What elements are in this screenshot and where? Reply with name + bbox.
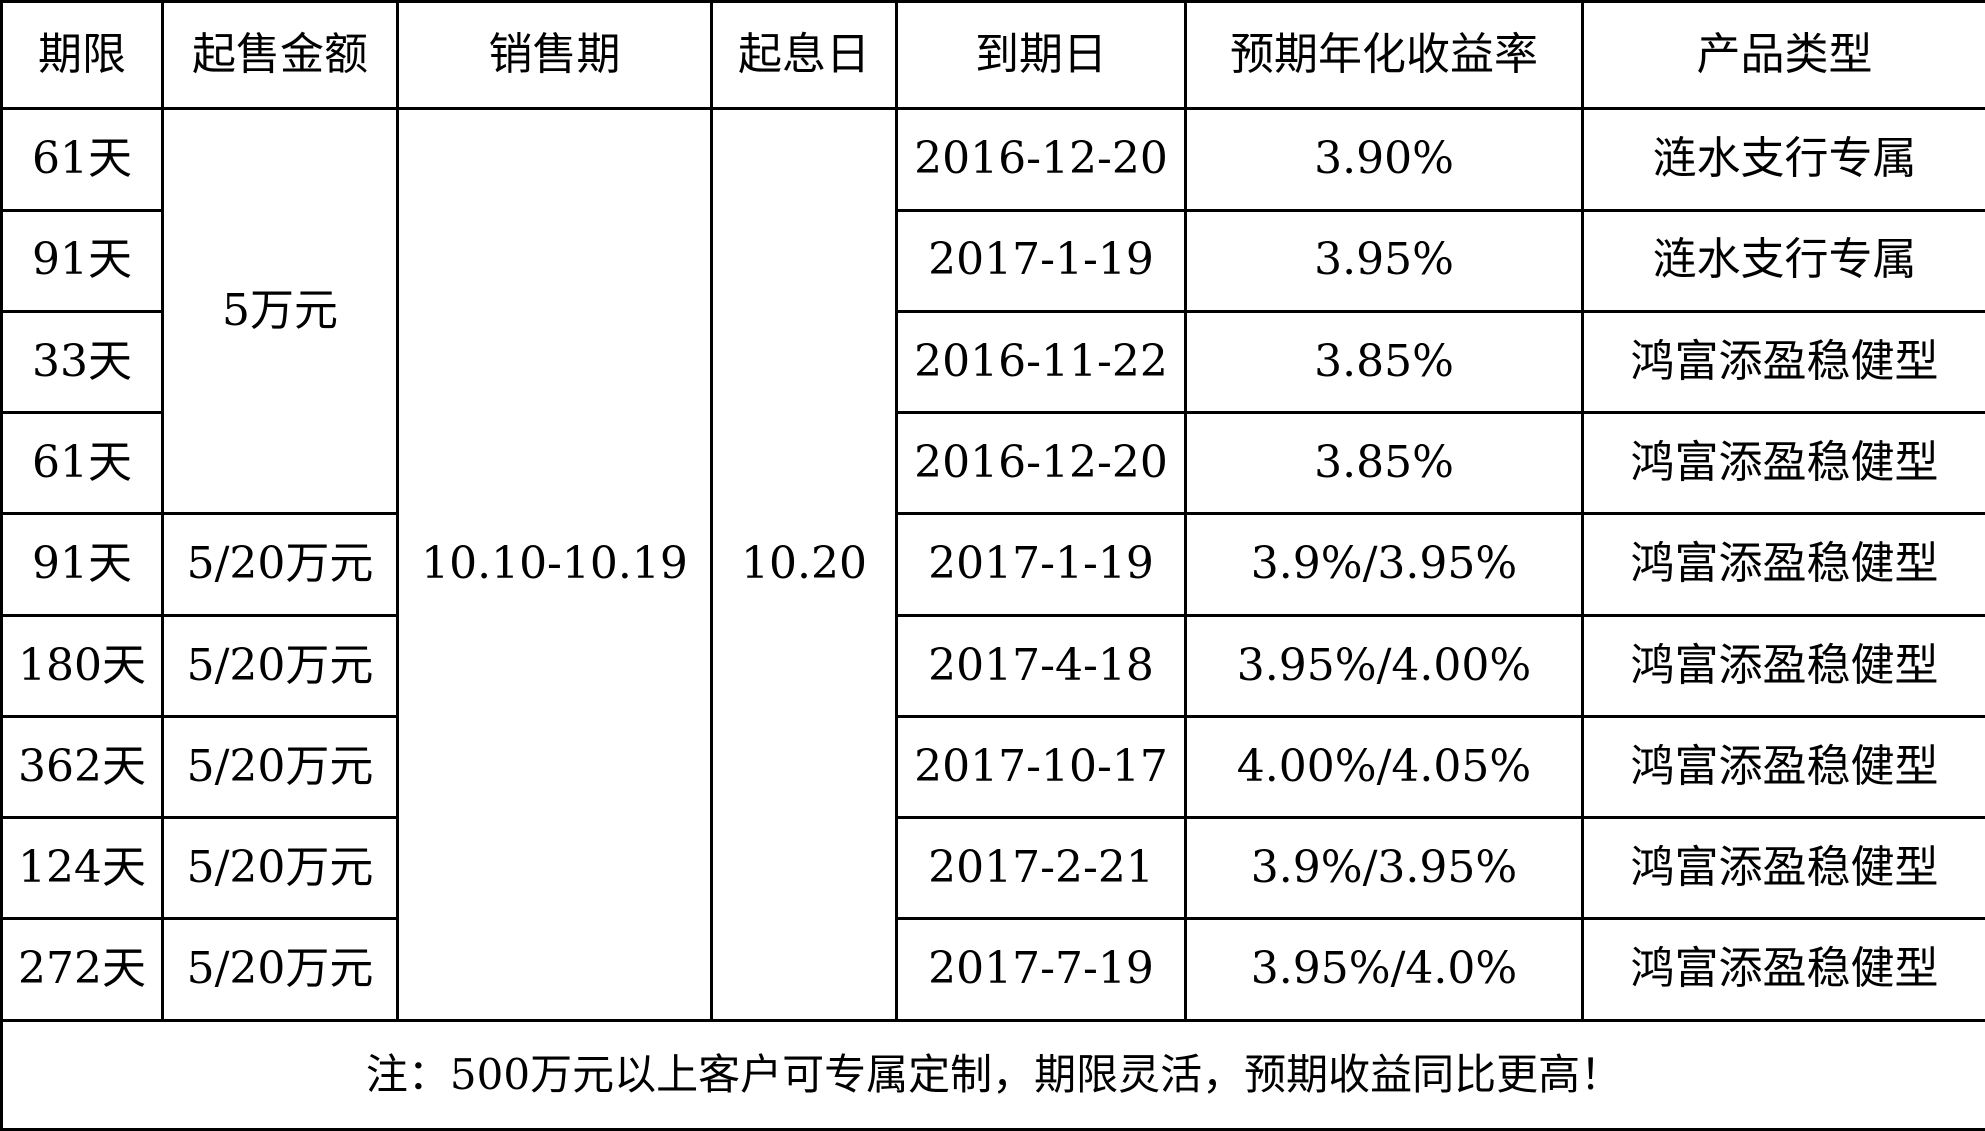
table-row: 61天 2016-12-20 3.85% 鸿富添盈稳健型: [0, 411, 1985, 516]
due-date-cell: 2016-12-20: [895, 107, 1187, 212]
table-header-row: 期限 起售金额 销售期 起息日 到期日 预期年化收益率 产品类型: [0, 0, 1985, 111]
term-cell: 124天: [0, 816, 164, 921]
due-date-cell: 2016-11-22: [895, 309, 1187, 415]
header-start-date: 起息日: [710, 0, 898, 111]
due-date-cell: 2016-12-20: [895, 411, 1187, 516]
header-sale-period: 销售期: [396, 0, 713, 111]
table-row: 91天 5/20万元 2017-1-19 3.9%/3.95% 鸿富添盈稳健型: [0, 512, 1985, 617]
product-type-cell: 鸿富添盈稳健型: [1581, 816, 1985, 921]
rate-cell: 4.00%/4.05%: [1184, 714, 1584, 820]
rate-cell: 3.85%: [1184, 411, 1584, 516]
rate-cell: 3.90%: [1184, 107, 1584, 212]
rate-cell: 3.85%: [1184, 309, 1584, 415]
min-amount-cell: 5/20万元: [161, 714, 399, 820]
min-amount-cell: 5/20万元: [161, 512, 399, 617]
term-cell: 33天: [0, 309, 164, 415]
product-type-cell: 鸿富添盈稳健型: [1581, 309, 1985, 415]
header-product-type: 产品类型: [1581, 0, 1985, 111]
product-type-cell: 鸿富添盈稳健型: [1581, 917, 1985, 1022]
header-due-date: 到期日: [895, 0, 1187, 111]
sale-period-cell: 10.10-10.19: [396, 107, 713, 1022]
custom-service-note: 注：500万元以上客户可专属定制，期限灵活，预期收益同比更高！: [0, 1018, 1985, 1131]
due-date-cell: 2017-2-21: [895, 816, 1187, 921]
due-date-cell: 2017-7-19: [895, 917, 1187, 1022]
header-expected-rate: 预期年化收益率: [1184, 0, 1584, 111]
table-row: 124天 5/20万元 2017-2-21 3.9%/3.95% 鸿富添盈稳健型: [0, 816, 1985, 921]
product-type-cell: 鸿富添盈稳健型: [1581, 613, 1985, 718]
table-row: 91天 2017-1-19 3.95% 涟水支行专属: [0, 208, 1985, 313]
min-amount-cell: 5/20万元: [161, 613, 399, 718]
rate-cell: 3.9%/3.95%: [1184, 816, 1584, 921]
rate-cell: 3.9%/3.95%: [1184, 512, 1584, 617]
product-type-cell: 涟水支行专属: [1581, 107, 1985, 212]
table-row: 180天 5/20万元 2017-4-18 3.95%/4.00% 鸿富添盈稳健…: [0, 613, 1985, 718]
product-type-cell: 鸿富添盈稳健型: [1581, 714, 1985, 820]
term-cell: 61天: [0, 107, 164, 212]
term-cell: 272天: [0, 917, 164, 1022]
term-cell: 180天: [0, 613, 164, 718]
min-amount-group-cell: 5万元: [161, 107, 399, 516]
term-cell: 91天: [0, 208, 164, 313]
header-term: 期限: [0, 0, 164, 111]
due-date-cell: 2017-4-18: [895, 613, 1187, 718]
note-row: 注：500万元以上客户可专属定制，期限灵活，预期收益同比更高！: [0, 1018, 1985, 1131]
min-amount-cell: 5/20万元: [161, 816, 399, 921]
term-cell: 362天: [0, 714, 164, 820]
term-cell: 61天: [0, 411, 164, 516]
table-row: 33天 2016-11-22 3.85% 鸿富添盈稳健型: [0, 309, 1985, 415]
term-cell: 91天: [0, 512, 164, 617]
table-row: 61天 5万元 10.10-10.19 10.20 2016-12-20 3.9…: [0, 107, 1985, 1022]
product-type-cell: 鸿富添盈稳健型: [1581, 512, 1985, 617]
product-type-cell: 鸿富添盈稳健型: [1581, 411, 1985, 516]
product-type-cell: 涟水支行专属: [1581, 208, 1985, 313]
start-date-cell: 10.20: [710, 107, 898, 1022]
due-date-cell: 2017-10-17: [895, 714, 1187, 820]
rate-cell: 3.95%/4.00%: [1184, 613, 1584, 718]
rate-cell: 3.95%: [1184, 208, 1584, 313]
header-min-amount: 起售金额: [161, 0, 399, 111]
rate-cell: 3.95%/4.0%: [1184, 917, 1584, 1022]
due-date-cell: 2017-1-19: [895, 208, 1187, 313]
table-row: 272天 5/20万元 2017-7-19 3.95%/4.0% 鸿富添盈稳健型: [0, 917, 1985, 1022]
table-row: 362天 5/20万元 2017-10-17 4.00%/4.05% 鸿富添盈稳…: [0, 714, 1985, 820]
min-amount-cell: 5/20万元: [161, 917, 399, 1022]
due-date-cell: 2017-1-19: [895, 512, 1187, 617]
